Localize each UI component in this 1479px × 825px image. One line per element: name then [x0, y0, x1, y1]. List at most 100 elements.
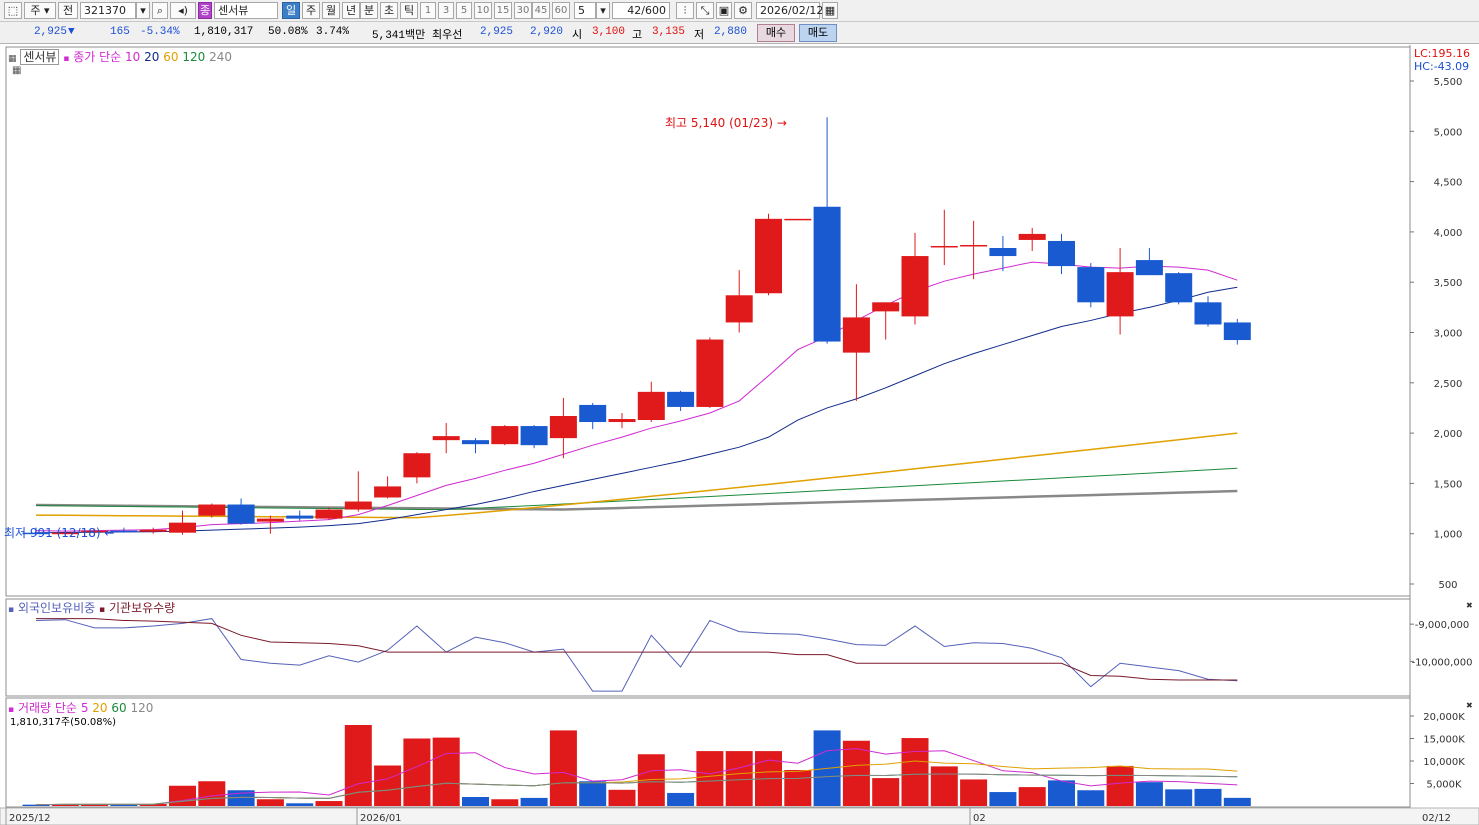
volume-bar	[608, 789, 636, 806]
buy-button[interactable]: 매수	[757, 24, 795, 42]
interval-3[interactable]: 3	[438, 2, 454, 19]
candle-body	[22, 532, 50, 535]
period-prefix-label: 주	[30, 4, 41, 17]
window-icon[interactable]: ⬚	[4, 2, 22, 19]
low-label: 저	[694, 30, 705, 42]
legend-vma-120[interactable]: 120	[130, 701, 154, 715]
display-count-input[interactable]: 42/600	[612, 2, 670, 19]
y-tick-label: 5,500	[1434, 77, 1463, 88]
stock-code-input[interactable]: 321370	[80, 2, 136, 19]
y-tick-label: 5,000	[1434, 127, 1463, 138]
jeon-button[interactable]: 전	[58, 2, 78, 19]
candle-body	[81, 530, 109, 533]
custom-interval-input[interactable]: 5	[574, 2, 596, 19]
legend-volume-ma[interactable]: 단순	[54, 701, 77, 715]
candle-body	[813, 206, 841, 342]
legend-vma-5[interactable]: 5	[80, 701, 89, 715]
display-count: 42	[627, 4, 642, 17]
gear-icon[interactable]: ⚙	[734, 2, 752, 19]
candle-body	[549, 415, 577, 439]
legend-foreign-ratio[interactable]: 외국인보유비중	[17, 601, 96, 615]
display-count-total: /600	[641, 4, 666, 17]
x-tick-label: 2025/12	[9, 813, 51, 824]
legend-inst-qty[interactable]: 기관보유수량	[108, 601, 176, 615]
tab-day[interactable]: 일	[282, 2, 300, 19]
sell-button[interactable]: 매도	[799, 24, 837, 42]
legend-dot-icon: ▪	[63, 54, 70, 64]
interval-10[interactable]: 10	[474, 2, 492, 19]
high-annotation: 최고 5,140 (01/23) →	[665, 116, 787, 130]
interval-30[interactable]: 30	[514, 2, 532, 19]
candle-body	[227, 504, 255, 524]
tab-month[interactable]: 월	[322, 2, 340, 19]
candle-body	[520, 426, 548, 446]
y-tick-label: 4,000	[1434, 228, 1463, 239]
legend-ma-20[interactable]: 20	[144, 50, 160, 64]
candle-body	[110, 530, 138, 533]
tab-minute[interactable]: 분	[360, 2, 378, 19]
chart-area[interactable]: 5,500 5,000 4,500 4,000 3,500 3,000 2,500 2,000…	[0, 45, 1479, 825]
candle-body	[286, 515, 314, 519]
chart-canvas[interactable]: 5,500 5,000 4,500 4,000 3,500 3,000 2,500 2,000…	[0, 45, 1479, 825]
code-dropdown-icon[interactable]: ▾	[136, 2, 150, 19]
volume-bar	[549, 730, 577, 806]
period-prefix-select[interactable]: 주 ▾	[24, 2, 56, 19]
interval-1[interactable]: 1	[420, 2, 436, 19]
quote-bar: 2,925 ▼ 165 -5.34% 1,810,317 50.08% 3.74…	[0, 22, 1479, 44]
candle-body	[901, 256, 929, 317]
sound-icon[interactable]: ◂)	[170, 2, 196, 19]
volume-bar	[256, 799, 284, 806]
legend-ma-label[interactable]: 종가 단순	[73, 50, 122, 64]
legend-ma-120[interactable]: 120	[182, 50, 206, 64]
volume-bar	[198, 781, 226, 806]
candle-body	[1194, 302, 1222, 325]
interval-60[interactable]: 60	[552, 2, 570, 19]
interval-15[interactable]: 15	[494, 2, 512, 19]
volume-bar	[491, 799, 519, 806]
close-icon[interactable]: ✖	[1466, 601, 1473, 610]
legend-vma-60[interactable]: 60	[111, 701, 127, 715]
y-tick-label: 1,000	[1434, 530, 1463, 541]
interval-45[interactable]: 45	[532, 2, 550, 19]
calendar-icon[interactable]: ▦	[822, 2, 838, 19]
volume-bar	[169, 785, 196, 806]
y-tick-label: 4,500	[1434, 178, 1463, 189]
legend-ma-10[interactable]: 10	[125, 50, 141, 64]
interval-5[interactable]: 5	[456, 2, 472, 19]
candle-body	[872, 302, 900, 312]
tab-week[interactable]: 주	[302, 2, 320, 19]
tab-tick[interactable]: 틱	[400, 2, 418, 19]
direction-down-icon: ▼	[68, 26, 75, 38]
crosshair-icon[interactable]: ⤡	[696, 2, 714, 19]
volume-bar	[579, 781, 607, 806]
candle-body	[51, 532, 79, 535]
candle-body	[637, 391, 665, 421]
best-quote-label: 최우선	[432, 30, 463, 42]
date-input[interactable]: 2026/02/12	[756, 2, 823, 19]
legend-stock-name[interactable]: 센서뷰	[20, 49, 60, 65]
tab-year[interactable]: 년	[342, 2, 360, 19]
candle-body	[696, 339, 724, 407]
stock-type-badge: 종	[198, 2, 212, 19]
tab-second[interactable]: 초	[380, 2, 398, 19]
stock-name-field[interactable]: 센서뷰	[214, 2, 278, 19]
grid-toggle-icon[interactable]: ▦	[12, 65, 22, 76]
candle-type-icon[interactable]: ⫶	[676, 2, 694, 19]
close-icon[interactable]: ✖	[1466, 701, 1473, 710]
y-tick-label: 2,500	[1434, 379, 1463, 390]
y-tick-label: 5,000K	[1426, 780, 1462, 791]
save-icon[interactable]: ▣	[716, 2, 732, 19]
legend-menu-icon[interactable]: ▦	[8, 54, 17, 64]
volume-bar	[960, 779, 988, 806]
legend-vma-20[interactable]: 20	[92, 701, 108, 715]
x-tick-label: 2026/01	[360, 813, 402, 824]
volume-bar	[139, 803, 167, 806]
legend-ma-60[interactable]: 60	[163, 50, 179, 64]
volume-bar	[374, 765, 402, 806]
custom-interval-dropdown-icon[interactable]: ▾	[596, 2, 610, 19]
volume-ma-120-line	[35, 773, 1238, 806]
legend-ma-240[interactable]: 240	[209, 50, 233, 64]
legend-volume-name[interactable]: 거래량	[17, 701, 52, 715]
search-icon[interactable]: ⌕	[152, 2, 168, 19]
investor-legend: ▪ 외국인보유비중 ▪ 기관보유수량	[8, 599, 175, 616]
